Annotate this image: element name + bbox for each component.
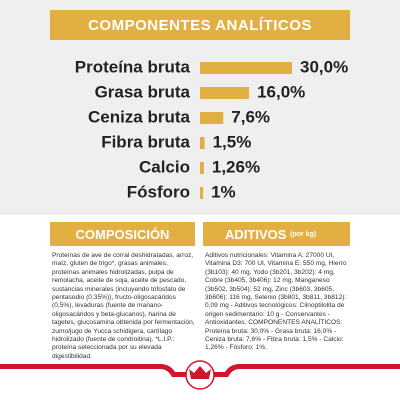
ribbon [0,364,400,377]
chart: Proteína bruta 30,0% Grasa bruta 16,0% Ceniz… [75,57,348,201]
bar [200,137,205,149]
value-label: 30,0% [300,57,348,76]
bar [200,62,292,74]
value-label: 16,0% [257,82,305,101]
additives-header: ADITIVOS (por kg) [203,222,350,246]
additives-unit: (por kg) [290,230,317,238]
bar [200,87,250,99]
chart-title: COMPONENTES ANALÍTICOS [50,10,350,40]
bar [200,162,204,174]
category-label: Proteína bruta [75,57,191,76]
additives-title: ADITIVOS [225,226,287,242]
bar [200,112,224,124]
category-label: Fósforo [127,182,190,201]
category-label: Calcio [139,157,190,176]
value-label: 1% [211,182,236,201]
composition-text: Proteínas de ave de corral deshidratadas… [52,252,195,360]
additives-text: Aditivos nutricionales: Vitamina A: 2700… [205,252,347,352]
value-label: 7,6% [231,107,270,126]
footer-ribbon [0,360,400,390]
category-label: Ceniza bruta [88,107,191,126]
composition-title: COMPOSICIÓN [50,222,195,246]
value-label: 1,5% [213,132,252,151]
logo-crown [189,366,211,379]
bar [200,187,204,199]
value-label: 1,26% [212,157,260,176]
category-label: Grasa bruta [95,82,191,101]
category-label: Fibra bruta [101,132,190,151]
